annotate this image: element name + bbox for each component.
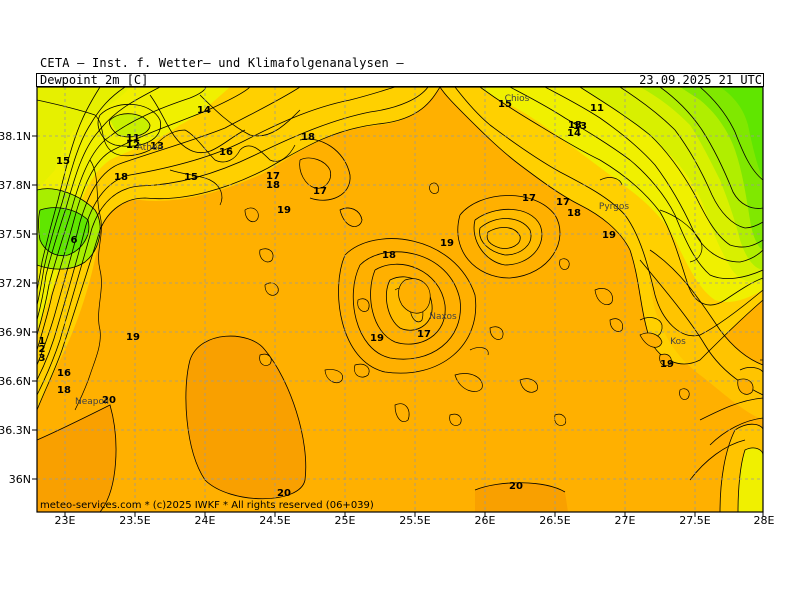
contour-label: 13 (150, 141, 164, 152)
contour-label: 11 (590, 103, 604, 114)
contour-label: 16 (219, 147, 233, 158)
contour-label: 17 (556, 197, 570, 208)
city-label: Kos (670, 337, 686, 347)
contour-label: 18 (567, 208, 581, 219)
city-label: Chios (505, 94, 530, 104)
lat-label: 37.5N (0, 228, 31, 241)
field-yellow-nw-2 (37, 87, 130, 190)
contour-label: 13 (573, 121, 587, 132)
lon-label: 24E (195, 514, 216, 527)
contour-label: 18 (57, 385, 71, 396)
lon-label: 24.5E (259, 514, 290, 527)
lat-label: 36N (9, 473, 31, 486)
parameter-label: Dewpoint_2m [C] (40, 73, 149, 87)
institute-title: CETA — Inst. f. Wetter— und Klimafolgena… (40, 56, 404, 70)
contour-label: 11 (126, 133, 140, 144)
lon-label: 23.5E (119, 514, 150, 527)
field-dark-orange-3 (475, 482, 568, 512)
lon-label: 27E (615, 514, 636, 527)
valid-time: 23.09.2025 21 UTC (639, 73, 762, 87)
contour-label: 16 (57, 368, 71, 379)
lon-label: 26.5E (539, 514, 570, 527)
contour-label: 20 (277, 488, 291, 499)
contour-label: 19 (602, 230, 616, 241)
contour-label: 20 (102, 395, 116, 406)
contour-label: 2 (39, 344, 46, 355)
contour-label: 17 (417, 329, 431, 340)
lat-label: 36.6N (0, 375, 31, 388)
contour-label: 12 (126, 140, 140, 151)
contour-label: 20 (509, 481, 523, 492)
field-yellow-green-athens (110, 113, 150, 137)
copyright-footer: meteo-services.com * (c)2025 IWKF * All … (40, 500, 374, 511)
contour-label: 15 (498, 99, 512, 110)
lat-label: 36.9N (0, 326, 31, 339)
contour-label: 19 (660, 359, 674, 370)
contour-label: 13 (568, 120, 582, 131)
field-light-orange-center (474, 209, 542, 265)
contour-label: 18 (301, 132, 315, 143)
lon-label: 27.5E (679, 514, 710, 527)
city-label: Athen (137, 143, 163, 153)
islands (244, 182, 754, 426)
contour-label: 14 (567, 128, 581, 139)
contour-label: 18 (266, 180, 280, 191)
lon-label: 28E (754, 514, 775, 527)
city-label: Naxos (429, 312, 457, 322)
map-frame (36, 86, 764, 513)
lat-label: 37.2N (0, 277, 31, 290)
contour-label: 3 (39, 353, 46, 364)
city-label: Pyrgos (599, 202, 630, 212)
contour-label: 19 (440, 238, 454, 249)
contour-label: 15 (184, 172, 198, 183)
contour-label: 15 (56, 156, 70, 167)
grid (37, 87, 763, 512)
contour-label: 19 (126, 332, 140, 343)
longitude-labels: 23E 23.5E 24E 24.5E 25E 25.5E 26E 26.5E 27E 27.5E… (55, 514, 775, 527)
lat-label: 38.1N (0, 130, 31, 143)
lon-label: 26E (475, 514, 496, 527)
city-label: Neapoli (75, 397, 109, 407)
field-green-ne (680, 87, 763, 250)
contour-label: 17 (313, 186, 327, 197)
lat-label: 36.3N (0, 424, 31, 437)
contour-label: 17 (522, 193, 536, 204)
contour-label: 6 (71, 235, 78, 246)
contour-label: 1 (39, 336, 46, 347)
city-labels: Chios Athen Pyrgos Naxos Kos Neapoli (75, 94, 686, 407)
axis-ticks (32, 135, 764, 517)
latitude-labels: 38.1N 37.8N 37.5N 37.2N 36.9N 36.6N 36.3N 36N (0, 130, 31, 486)
field-yellow-orange-nw (37, 87, 440, 410)
field-dark-orange-1 (185, 336, 306, 499)
lat-label: 37.8N (0, 179, 31, 192)
map-field (37, 87, 763, 512)
contour-label: 19 (370, 333, 384, 344)
contour-label: 18 (114, 172, 128, 183)
contour-label: 17 (266, 171, 280, 182)
contour-label: 14 (197, 105, 211, 116)
field-yellow-far-se (738, 447, 763, 512)
field-yellow-nw (37, 87, 230, 330)
contour-label: 19 (277, 205, 291, 216)
lon-label: 25.5E (399, 514, 430, 527)
lon-label: 23E (55, 514, 76, 527)
contour-label: 18 (382, 250, 396, 261)
lon-label: 25E (335, 514, 356, 527)
field-green-ne-core (720, 87, 763, 180)
field-dark-orange-2 (37, 405, 116, 512)
